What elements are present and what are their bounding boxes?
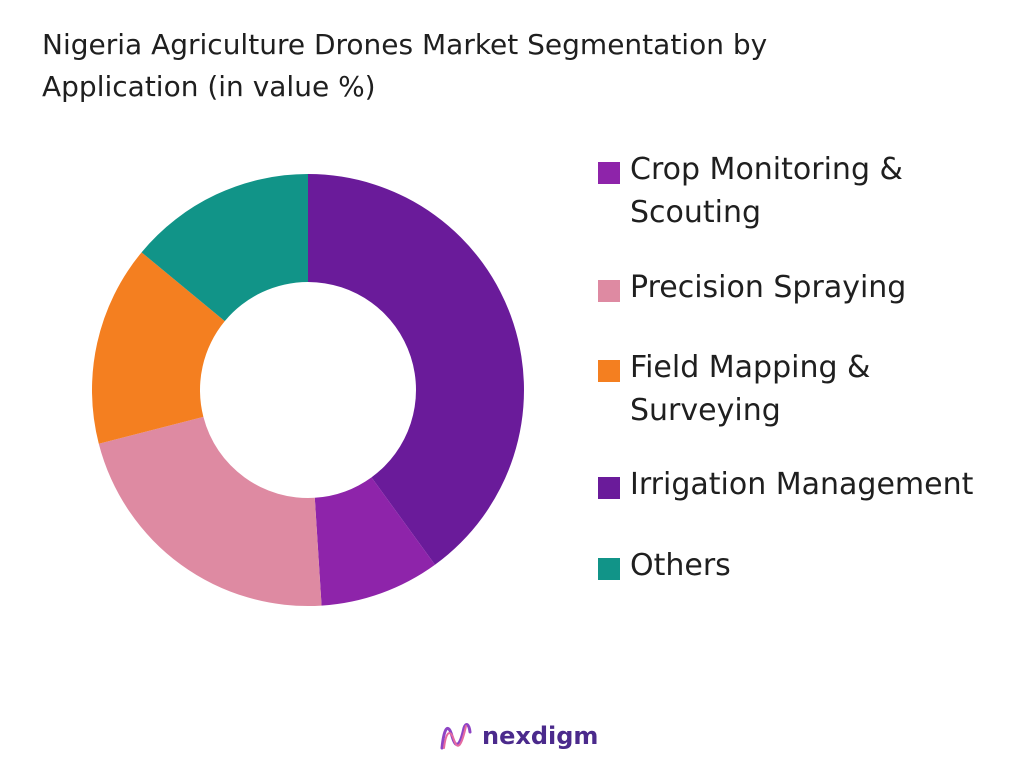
legend-swatch xyxy=(598,360,620,382)
legend-swatch xyxy=(598,280,620,302)
legend-label: Field Mapping & Surveying xyxy=(630,350,871,428)
legend-swatch xyxy=(598,162,620,184)
brand-name: nexdigm xyxy=(482,722,599,750)
donut-slice-irrigation-management xyxy=(314,477,435,606)
legend-item-crop-monitoring: Crop Monitoring & Scouting xyxy=(598,148,1010,234)
donut-slice-others xyxy=(141,174,308,322)
legend-label: Others xyxy=(630,548,731,583)
legend-label: Irrigation Management xyxy=(630,467,974,502)
legend-item-precision-spraying: Precision Spraying xyxy=(598,266,1010,309)
brand-logo: nexdigm xyxy=(438,716,598,756)
chart-title: Nigeria Agriculture Drones Market Segmen… xyxy=(42,28,768,103)
donut-slice-crop-monitoring-scouting xyxy=(308,174,524,565)
legend-item-field-mapping: Field Mapping & Surveying xyxy=(598,346,1010,432)
legend-item-others: Others xyxy=(598,544,1010,587)
nexdigm-logo-icon xyxy=(440,723,472,750)
legend-label: Precision Spraying xyxy=(630,270,907,305)
legend-item-irrigation-management: Irrigation Management xyxy=(598,463,1010,506)
donut-slice-precision-spraying xyxy=(98,416,322,606)
legend-swatch xyxy=(598,558,620,580)
legend-label: Crop Monitoring & Scouting xyxy=(630,152,903,230)
donut-chart xyxy=(92,174,524,606)
legend-swatch xyxy=(598,477,620,499)
donut-slice-field-mapping-surveying xyxy=(92,252,225,444)
